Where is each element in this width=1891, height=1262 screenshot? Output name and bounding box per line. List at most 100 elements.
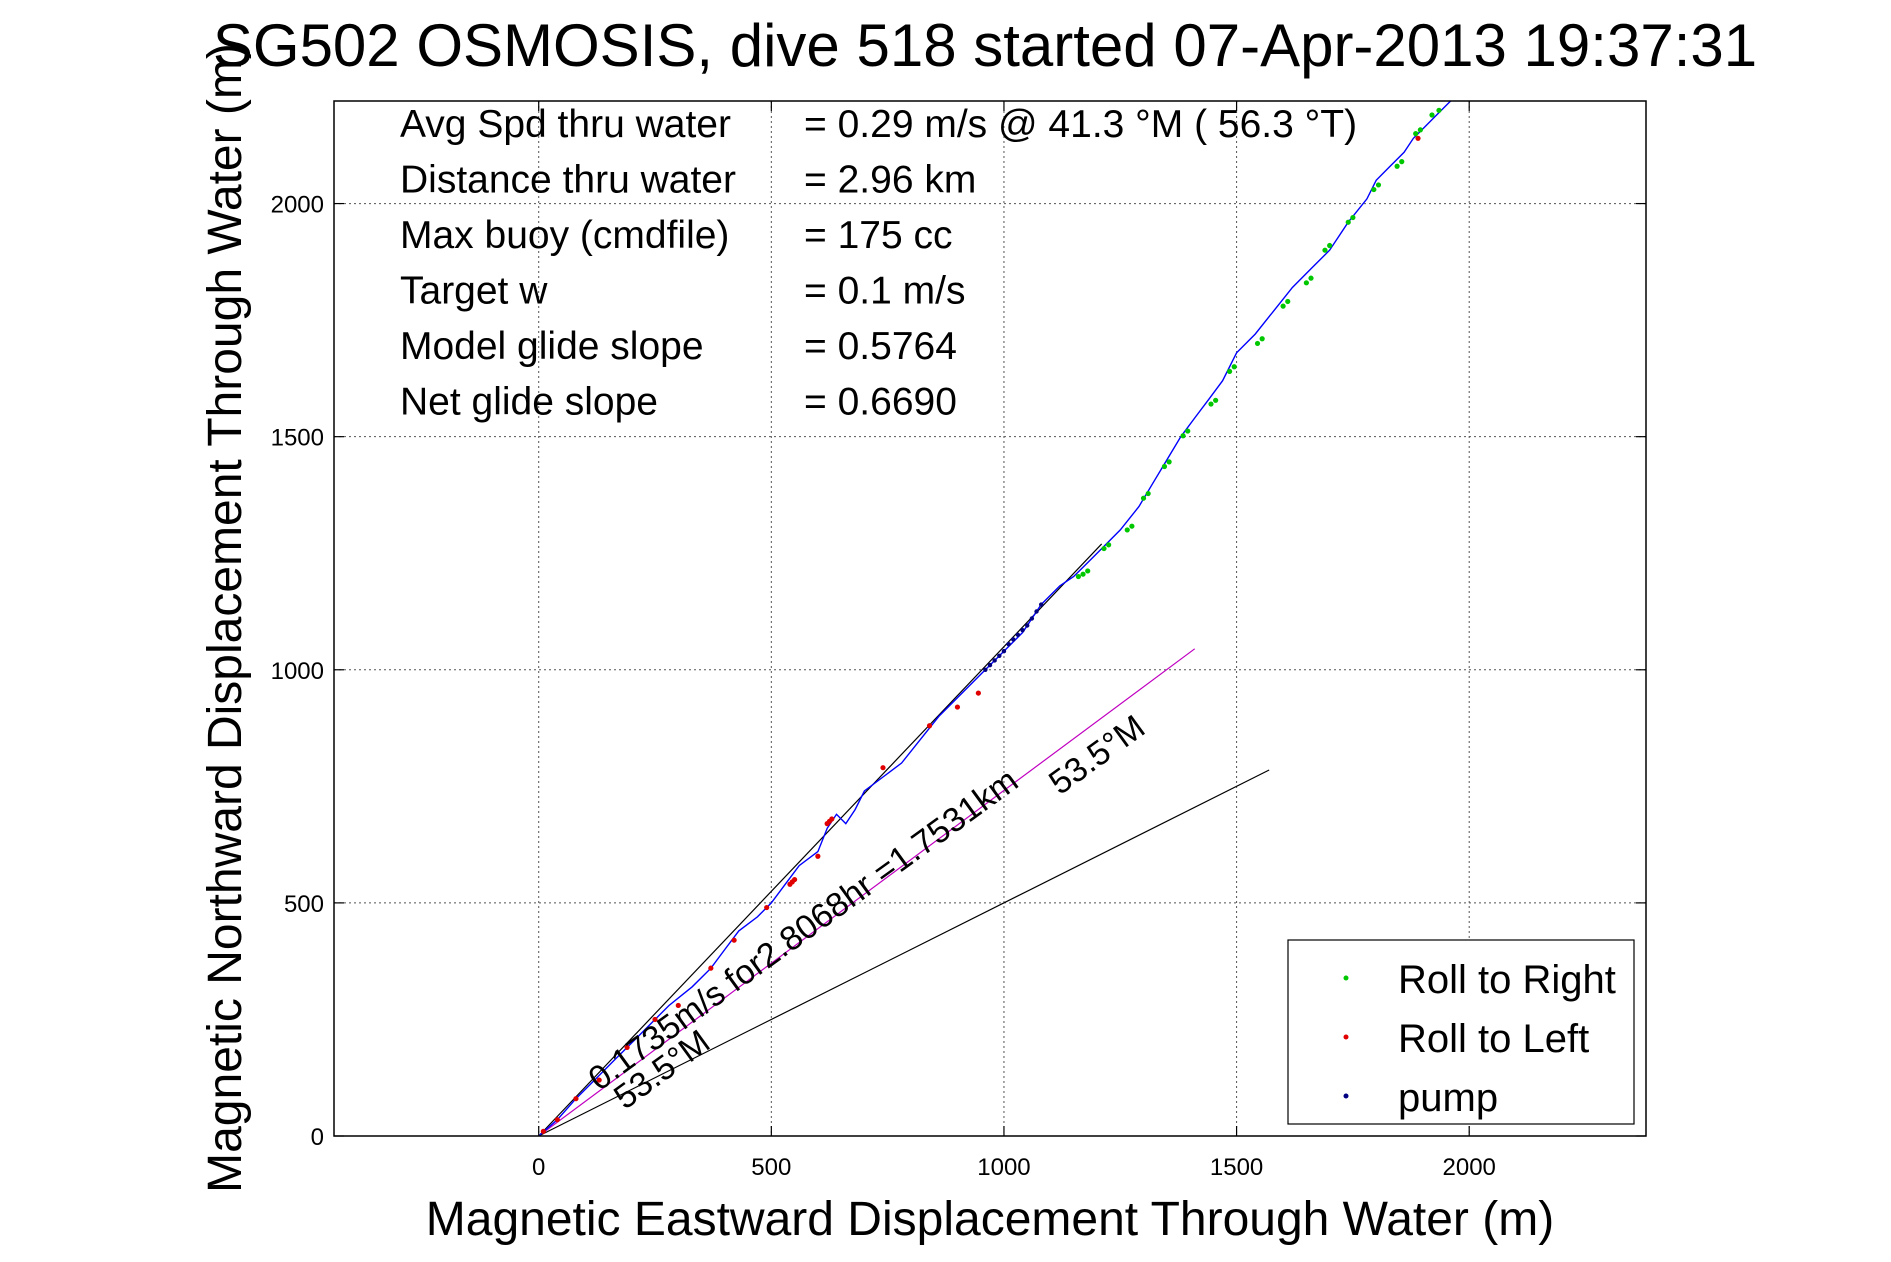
roll-right-point — [1303, 280, 1309, 286]
roll-right-point — [1124, 527, 1130, 533]
y-tick-label: 500 — [284, 891, 324, 918]
legend-marker — [1343, 1034, 1349, 1040]
roll-left-point — [675, 1002, 681, 1009]
roll-left-point — [764, 904, 770, 911]
y-tick-label: 0 — [311, 1124, 324, 1151]
y-tick-label: 1000 — [271, 658, 324, 685]
roll-left-point — [829, 816, 835, 822]
roll-right-point — [1345, 219, 1351, 225]
roll-left-point — [731, 937, 737, 943]
stat-value: = 0.29 m/s @ 41.3 °M ( 56.3 °T) — [804, 103, 1357, 146]
x-tick-label: 500 — [751, 1154, 791, 1181]
y-axis-label: Magnetic Northward Displacement Through … — [199, 43, 252, 1193]
roll-right-point — [1145, 490, 1151, 497]
chart-title: SG502 OSMOSIS, dive 518 started 07-Apr-2… — [213, 12, 1757, 79]
pump-point — [983, 667, 988, 672]
plot-frame — [333, 100, 1647, 1137]
pump-point — [1029, 616, 1035, 621]
stat-label: Target w — [400, 270, 548, 313]
stat-label: Avg Spd thru water — [400, 103, 731, 146]
roll-right-point — [1213, 397, 1219, 403]
roll-right-point — [1185, 428, 1191, 434]
pump-point — [997, 653, 1002, 658]
reference-line — [538, 648, 1196, 1137]
roll-right-point — [1129, 523, 1135, 529]
roll-right-point — [1399, 159, 1405, 165]
roll-right-point — [1285, 298, 1291, 305]
x-tick-label: 2000 — [1443, 1154, 1496, 1181]
roll-right-point — [1227, 368, 1233, 375]
x-axis-label: Magnetic Eastward Displacement Through W… — [426, 1193, 1554, 1246]
pump-point — [987, 662, 993, 668]
x-tick-label: 1500 — [1210, 1154, 1263, 1181]
roll-right-point — [1350, 214, 1356, 221]
roll-right-point — [1254, 340, 1261, 347]
stat-label: Model glide slope — [400, 325, 704, 368]
roll-right-point — [1394, 163, 1400, 169]
roll-right-point — [1375, 182, 1382, 188]
roll-left-point — [708, 965, 714, 971]
stat-value: = 2.96 km — [804, 159, 976, 202]
roll-right-point — [1208, 401, 1214, 407]
reference-line — [538, 769, 1270, 1137]
pump-point — [1020, 627, 1025, 633]
stat-label: Max buoy (cmdfile) — [400, 214, 729, 257]
roll-left-point — [596, 1077, 602, 1083]
pump-point — [1038, 602, 1044, 607]
roll-left-point — [815, 853, 821, 859]
x-tick-label: 0 — [532, 1154, 545, 1181]
roll-left-point — [880, 765, 886, 771]
roll-left-point — [540, 1128, 546, 1134]
roll-left-point — [954, 704, 961, 710]
track-line — [538, 100, 1452, 1137]
roll-left-point — [975, 690, 981, 696]
y-tick-label: 2000 — [271, 192, 324, 219]
roll-right-point — [1080, 571, 1086, 577]
roll-right-point — [1231, 364, 1237, 370]
pump-point — [992, 658, 997, 663]
stat-value: = 175 cc — [804, 214, 953, 257]
roll-right-point — [1085, 568, 1091, 574]
pump-point — [1025, 623, 1030, 628]
roll-left-point — [652, 1016, 658, 1023]
roll-left-point — [573, 1096, 579, 1102]
roll-left-point — [791, 876, 798, 883]
roll-right-point — [1413, 131, 1419, 137]
track — [538, 100, 1452, 1137]
roll-right-point — [1417, 127, 1423, 133]
y-tick-label: 1500 — [271, 425, 324, 452]
stat-label: Distance thru water — [400, 159, 736, 202]
stats-block: Avg Spd thru water = 0.29 m/s @ 41.3 °M (… — [400, 103, 1357, 424]
roll-right-point — [1436, 107, 1442, 113]
roll-left-point — [926, 723, 933, 729]
roll-right-point — [1140, 495, 1147, 501]
legend-marker — [1343, 1093, 1349, 1099]
roll-right-point — [1180, 433, 1186, 439]
legend: Roll to Right Roll to Left pump — [1287, 939, 1635, 1125]
roll-right-point — [1280, 303, 1286, 309]
roll-right-point — [1166, 459, 1172, 465]
stat-value: = 0.5764 — [804, 325, 957, 368]
legend-box — [1287, 939, 1635, 1125]
roll-right-point — [1308, 275, 1314, 281]
roll-right-point — [1327, 242, 1333, 249]
pump-point — [1015, 632, 1021, 638]
markers — [540, 107, 1442, 1134]
x-tick-label: 1000 — [977, 1154, 1030, 1181]
roll-right-point — [1161, 463, 1168, 470]
pump-point — [1011, 637, 1016, 642]
roll-right-point — [1259, 336, 1265, 342]
roll-right-point — [1075, 573, 1081, 580]
roll-right-point — [1106, 542, 1112, 548]
roll-right-point — [1429, 112, 1435, 118]
legend-label: pump — [1398, 1076, 1498, 1120]
pump-point — [1001, 648, 1007, 654]
legend-label: Roll to Right — [1398, 958, 1616, 1002]
roll-left-point — [554, 1117, 560, 1123]
roll-right-point — [1322, 247, 1328, 253]
roll-right-point — [1101, 545, 1107, 552]
pump-point — [1034, 609, 1039, 614]
stat-value: = 0.6690 — [804, 381, 957, 424]
ticks: 0 500 1000 1500 2000 0 500 1000 1500 2000 — [271, 101, 1646, 1181]
